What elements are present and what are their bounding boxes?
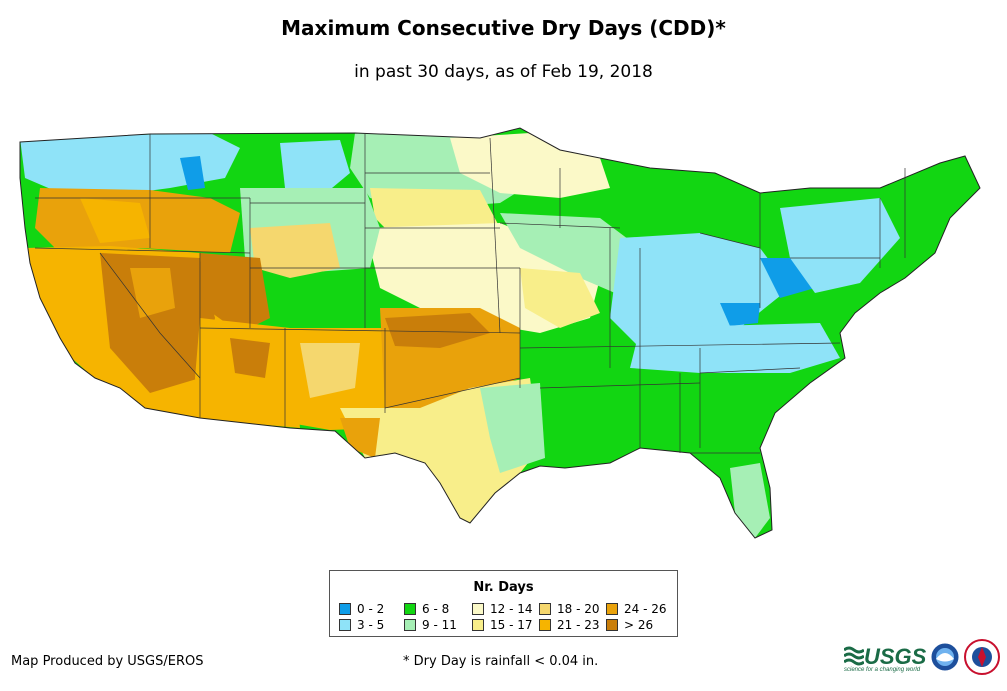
legend-item: 3 - 5 — [339, 618, 384, 632]
legend-label: > 26 — [624, 618, 654, 632]
legend-label: 18 - 20 — [557, 602, 600, 616]
legend-swatch — [339, 603, 351, 615]
legend-title: Nr. Days — [473, 580, 534, 595]
region-ny-3-5 — [780, 198, 900, 293]
noaa-logo-icon — [930, 642, 960, 672]
region-mt-3-5 — [280, 140, 350, 198]
legend-swatch — [404, 619, 416, 631]
legend-label: 0 - 2 — [357, 602, 385, 616]
region-tn-3-5 — [630, 323, 840, 373]
state-boundaries — [34, 133, 906, 454]
region-mo-15-17 — [520, 268, 600, 328]
legend-label: 3 - 5 — [357, 618, 385, 632]
region-nm-18-20 — [300, 343, 360, 398]
legend-label: 12 - 14 — [490, 602, 533, 616]
legend-label: 21 - 23 — [557, 618, 600, 632]
region-iowa-9-11 — [500, 213, 640, 293]
legend-item: 21 - 23 — [539, 618, 600, 632]
region-id-0-2 — [180, 156, 205, 190]
agency-logos: USGS science for a changing world — [844, 639, 1004, 680]
legend-label: 9 - 11 — [422, 618, 457, 632]
us-outline — [19, 127, 981, 539]
legend-item: 0 - 2 — [339, 602, 384, 616]
nws-logo-icon — [964, 639, 1000, 675]
legend-swatch — [606, 603, 618, 615]
region-etx-9-11 — [480, 383, 545, 473]
legend-swatch — [339, 619, 351, 631]
legend-label: 24 - 26 — [624, 602, 667, 616]
legend-swatch — [472, 619, 484, 631]
region-wv-0-2 — [720, 303, 760, 326]
map-credit: Map Produced by USGS/EROS — [11, 654, 204, 669]
legend: Nr. Days 0 - 2 3 - 5 6 - 8 9 - 11 12 - 1… — [329, 570, 678, 637]
legend-item: 24 - 26 — [606, 602, 667, 616]
legend-swatch — [539, 603, 551, 615]
region-ut-over-26 — [200, 253, 270, 333]
region-az-over-26 — [230, 338, 270, 378]
region-ks-over-26 — [385, 313, 490, 348]
dry-day-footnote: * Dry Day is rainfall < 0.04 in. — [403, 654, 599, 669]
usgs-logo: USGS — [864, 644, 927, 669]
legend-swatch — [606, 619, 618, 631]
legend-swatch — [539, 619, 551, 631]
region-nv-over-26 — [100, 253, 215, 393]
legend-item: 18 - 20 — [539, 602, 600, 616]
legend-item: 9 - 11 — [404, 618, 457, 632]
legend-item: 15 - 17 — [472, 618, 533, 632]
legend-swatch — [404, 603, 416, 615]
legend-item: 12 - 14 — [472, 602, 533, 616]
legend-label: 6 - 8 — [422, 602, 450, 616]
usgs-tagline: science for a changing world — [844, 667, 921, 673]
legend-label: 15 - 17 — [490, 618, 533, 632]
region-nw-3-5 — [20, 133, 240, 196]
region-co-18-20 — [250, 223, 340, 278]
map-subtitle: in past 30 days, as of Feb 19, 2018 — [354, 62, 653, 82]
map-title: Maximum Consecutive Dry Days (CDD)* — [281, 16, 726, 40]
region-nv-24-26 — [130, 268, 175, 318]
usgs-wave-icon — [844, 646, 864, 666]
region-or-21-23 — [80, 198, 150, 243]
legend-item: > 26 — [606, 618, 653, 632]
legend-item: 6 - 8 — [404, 602, 449, 616]
legend-swatch — [472, 603, 484, 615]
us-cdd-map — [19, 127, 981, 539]
